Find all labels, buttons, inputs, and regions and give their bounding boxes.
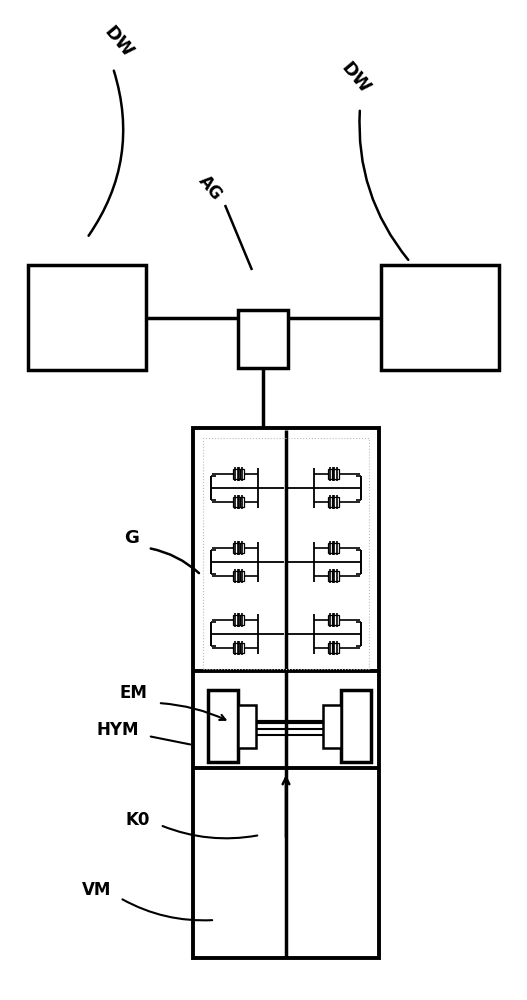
Text: AG: AG [194,172,226,204]
Bar [237,615,244,625]
Bar [332,497,339,507]
Text: G: G [124,529,140,547]
Bar [328,615,335,625]
Bar [233,469,240,479]
Bar [237,543,244,553]
Text: DW: DW [100,23,136,61]
Bar [332,615,339,625]
Bar [332,469,339,479]
Bar [193,428,379,958]
Bar [233,571,240,581]
Bar [323,705,341,748]
Bar [381,265,499,370]
Text: EM: EM [119,684,147,702]
Bar [328,571,335,581]
Text: VM: VM [82,881,112,899]
Bar [328,643,335,653]
Bar [328,543,335,553]
Bar [332,571,339,581]
Bar [238,310,288,368]
Bar [237,571,244,581]
Bar [328,469,335,479]
Bar [237,497,244,507]
Bar [233,643,240,653]
Bar [233,497,240,507]
Bar [237,469,244,479]
Bar [332,643,339,653]
Bar [208,690,238,762]
Text: HYM: HYM [97,721,139,739]
Text: DW: DW [337,59,373,97]
Bar [341,690,371,762]
Bar [233,615,240,625]
Bar [238,705,256,748]
Text: K0: K0 [126,811,150,829]
Bar [237,643,244,653]
Bar [332,543,339,553]
Bar [328,497,335,507]
Bar [233,543,240,553]
Bar [201,436,371,671]
Bar [28,265,146,370]
Bar [203,438,369,669]
